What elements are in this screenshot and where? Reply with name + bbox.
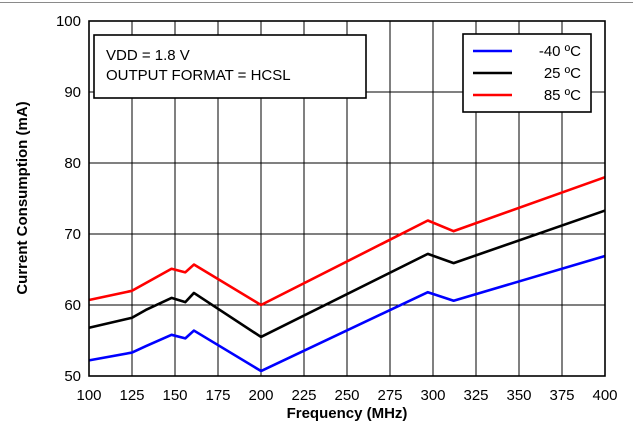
- x-tick-label: 300: [420, 387, 445, 404]
- y-tick-label: 100: [56, 13, 81, 30]
- conditions-box: VDD = 1.8 V OUTPUT FORMAT = HCSL: [93, 34, 367, 99]
- y-axis-title: Current Consumption (mA): [14, 101, 31, 294]
- y-tick-label: 70: [64, 226, 81, 243]
- series-line: [88, 254, 606, 373]
- y-tick-label: 80: [64, 155, 81, 172]
- series-lines: [88, 175, 606, 373]
- y-tick-label: 90: [64, 84, 81, 101]
- x-tick-label: 275: [377, 387, 402, 404]
- x-tick-label: 225: [291, 387, 316, 404]
- conditions-line-2: OUTPUT FORMAT = HCSL: [106, 67, 291, 84]
- conditions-box-frame: [93, 34, 367, 99]
- x-tick-label: 125: [119, 387, 144, 404]
- legend: -40 ºC 25 ºC 85 ºC: [462, 33, 592, 113]
- x-tick-label: 325: [463, 387, 488, 404]
- y-tick-label: 60: [64, 297, 81, 314]
- x-tick-label: 150: [162, 387, 187, 404]
- x-tick-label: 350: [506, 387, 531, 404]
- x-tick-label: 375: [549, 387, 574, 404]
- x-tick-label: 200: [248, 387, 273, 404]
- legend-label: -40 ºC: [539, 43, 581, 60]
- x-tick-label: 175: [205, 387, 230, 404]
- y-tick-labels: 50 60 70 80 90 100: [56, 13, 81, 385]
- x-tick-label: 100: [76, 387, 101, 404]
- plot-frame: [88, 20, 606, 377]
- x-axis-title: Frequency (MHz): [287, 405, 408, 422]
- legend-label: 25 ºC: [544, 65, 581, 82]
- legend-label: 85 ºC: [544, 87, 581, 104]
- x-tick-label: 250: [334, 387, 359, 404]
- x-tick-labels: 100 125 150 175 200 225 250 275 300 325 350 375 400: [76, 387, 617, 404]
- series-line: [88, 175, 606, 307]
- series-line: [88, 209, 606, 339]
- conditions-line-1: VDD = 1.8 V: [106, 47, 190, 64]
- y-tick-label: 50: [64, 368, 81, 385]
- x-tick-label: 400: [592, 387, 617, 404]
- top-rule: [0, 2, 633, 3]
